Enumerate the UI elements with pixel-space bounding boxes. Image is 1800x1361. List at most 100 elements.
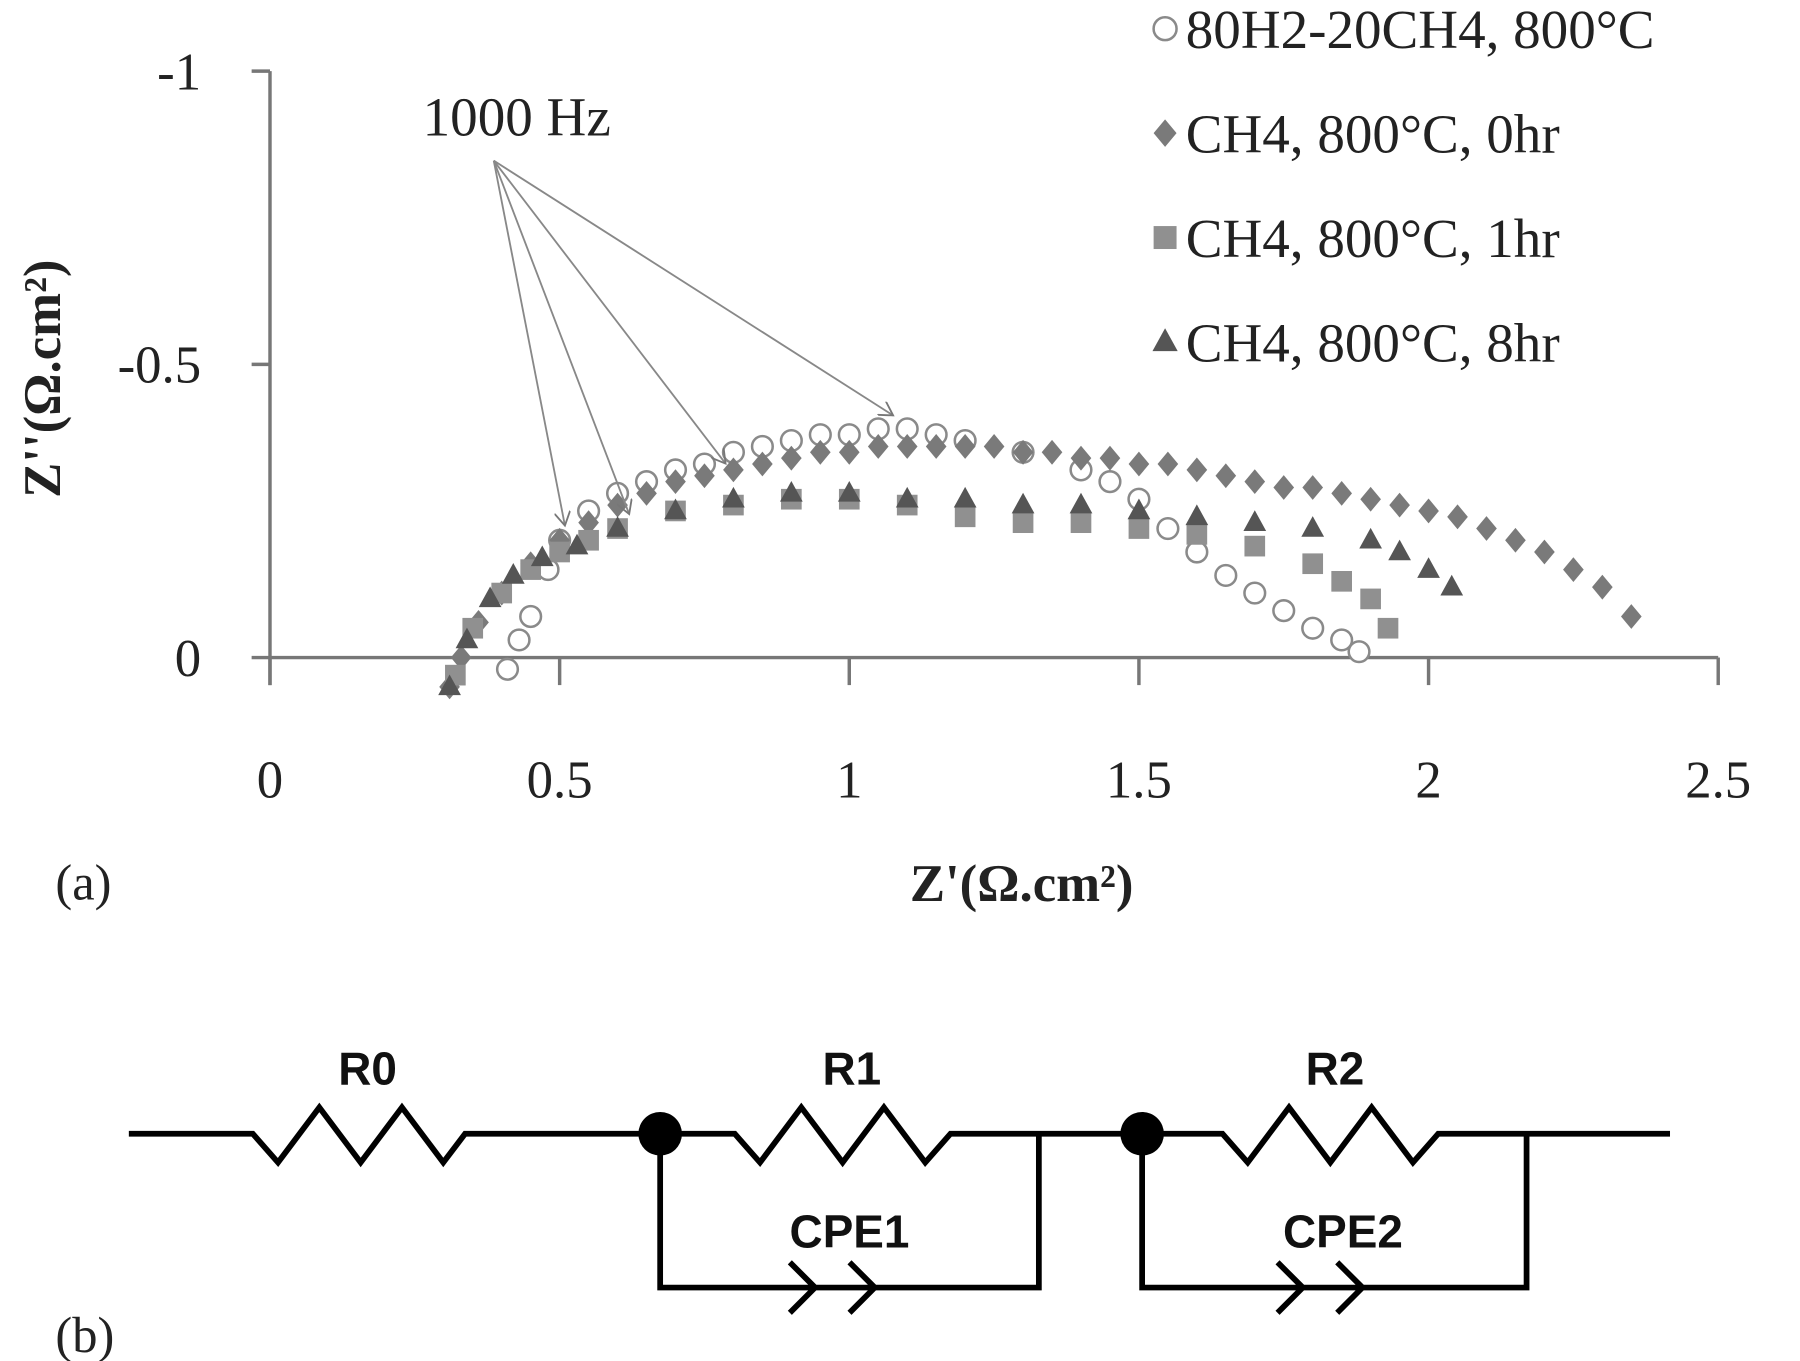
node: [1120, 1111, 1164, 1156]
annotation-arrows: [492, 159, 893, 526]
cpe-branch: [657, 1133, 1042, 1315]
legend-label: 80H2-20CH4, 800°C: [1186, 0, 1655, 60]
point: [1563, 557, 1584, 582]
point: [1417, 557, 1440, 578]
circuit-label: CPE1: [790, 1205, 910, 1257]
point: [781, 445, 802, 471]
legend-label: CH4, 800°C, 1hr: [1186, 208, 1560, 269]
point: [478, 586, 502, 608]
point: [1185, 504, 1209, 526]
point: [1534, 539, 1555, 565]
legend-label: CH4, 800°C, 0hr: [1186, 104, 1560, 165]
point: [1243, 581, 1267, 605]
plot: 0 0.5 1 1.5 2 2.5 0 -0.5 -1: [118, 44, 1752, 810]
cpe-branch: [1139, 1133, 1530, 1315]
point: [501, 563, 525, 584]
x-tick-label: 1: [836, 752, 862, 810]
point: [954, 506, 976, 528]
point: [723, 457, 744, 483]
annotation: 1000 Hz: [423, 86, 611, 147]
point: [1128, 518, 1150, 539]
point: [895, 486, 919, 508]
point: [1214, 563, 1238, 588]
x-tick-label: 0: [257, 752, 283, 810]
point: [1011, 492, 1035, 514]
point: [694, 463, 715, 489]
point: [838, 439, 860, 465]
point: [1359, 527, 1382, 549]
point: [1156, 516, 1180, 541]
point: [1070, 512, 1092, 534]
x-tick-label: 1.5: [1106, 752, 1172, 810]
series: [439, 434, 1642, 700]
point: [1418, 498, 1439, 524]
point: [455, 627, 479, 649]
point: [1244, 535, 1266, 557]
point: [1388, 539, 1411, 561]
point: [1152, 15, 1178, 42]
point: [1012, 512, 1034, 534]
point: [896, 434, 918, 459]
point: [438, 674, 461, 696]
x-tick-label: 0.5: [527, 752, 593, 810]
y-axis-title: Z''(Ω.cm²): [14, 260, 72, 498]
point: [1360, 588, 1381, 610]
point: [1302, 553, 1324, 575]
point: [1447, 504, 1468, 530]
point: [925, 434, 947, 459]
point: [549, 527, 570, 553]
point: [1185, 540, 1209, 564]
y-tick-label: -1: [157, 44, 201, 102]
series: [495, 417, 1371, 681]
point: [1041, 439, 1063, 465]
arrow: [493, 159, 893, 416]
point: [722, 486, 745, 508]
circuit-label: CPE2: [1283, 1205, 1403, 1257]
arrow: [493, 160, 726, 464]
x-axis-title: Z'(Ω.cm²): [910, 855, 1134, 913]
point: [1301, 616, 1325, 640]
point: [954, 434, 976, 459]
y-tick-label: 0: [175, 630, 201, 688]
point: [1012, 439, 1034, 465]
point: [1069, 492, 1093, 514]
series: [438, 480, 1464, 696]
point: [1302, 475, 1324, 500]
point: [1153, 226, 1177, 250]
panel-label: (a): [55, 855, 111, 911]
point: [1592, 574, 1613, 600]
point: [1186, 457, 1208, 483]
point: [752, 451, 773, 477]
point: [1360, 486, 1381, 512]
point: [565, 533, 589, 555]
x-tick-label: 2: [1415, 752, 1441, 810]
point: [867, 434, 889, 459]
circuit: R0 R1 R2 CPE1 CPE2 (b): [55, 1042, 1671, 1361]
panel-label: (b): [55, 1307, 114, 1361]
circuit-label: R1: [822, 1042, 881, 1094]
point: [1215, 463, 1237, 489]
circuit-label: R0: [338, 1042, 397, 1094]
point: [1157, 451, 1179, 477]
point: [1347, 640, 1371, 664]
point: [1331, 570, 1352, 592]
arrow: [492, 160, 565, 526]
point: [1272, 599, 1296, 623]
legend-label: CH4, 800°C, 8hr: [1186, 312, 1560, 373]
point: [1331, 480, 1352, 506]
point: [1099, 445, 1121, 471]
point: [1186, 524, 1208, 545]
point: [1377, 617, 1399, 639]
wire: [128, 1102, 1671, 1168]
point: [1152, 328, 1178, 352]
point: [1070, 445, 1092, 471]
point: [983, 434, 1005, 459]
y-tick-label: -0.5: [118, 337, 202, 395]
point: [1476, 516, 1497, 541]
point: [549, 541, 570, 563]
point: [1243, 510, 1267, 531]
point: [1389, 492, 1410, 518]
point: [837, 480, 861, 502]
point: [606, 516, 629, 537]
